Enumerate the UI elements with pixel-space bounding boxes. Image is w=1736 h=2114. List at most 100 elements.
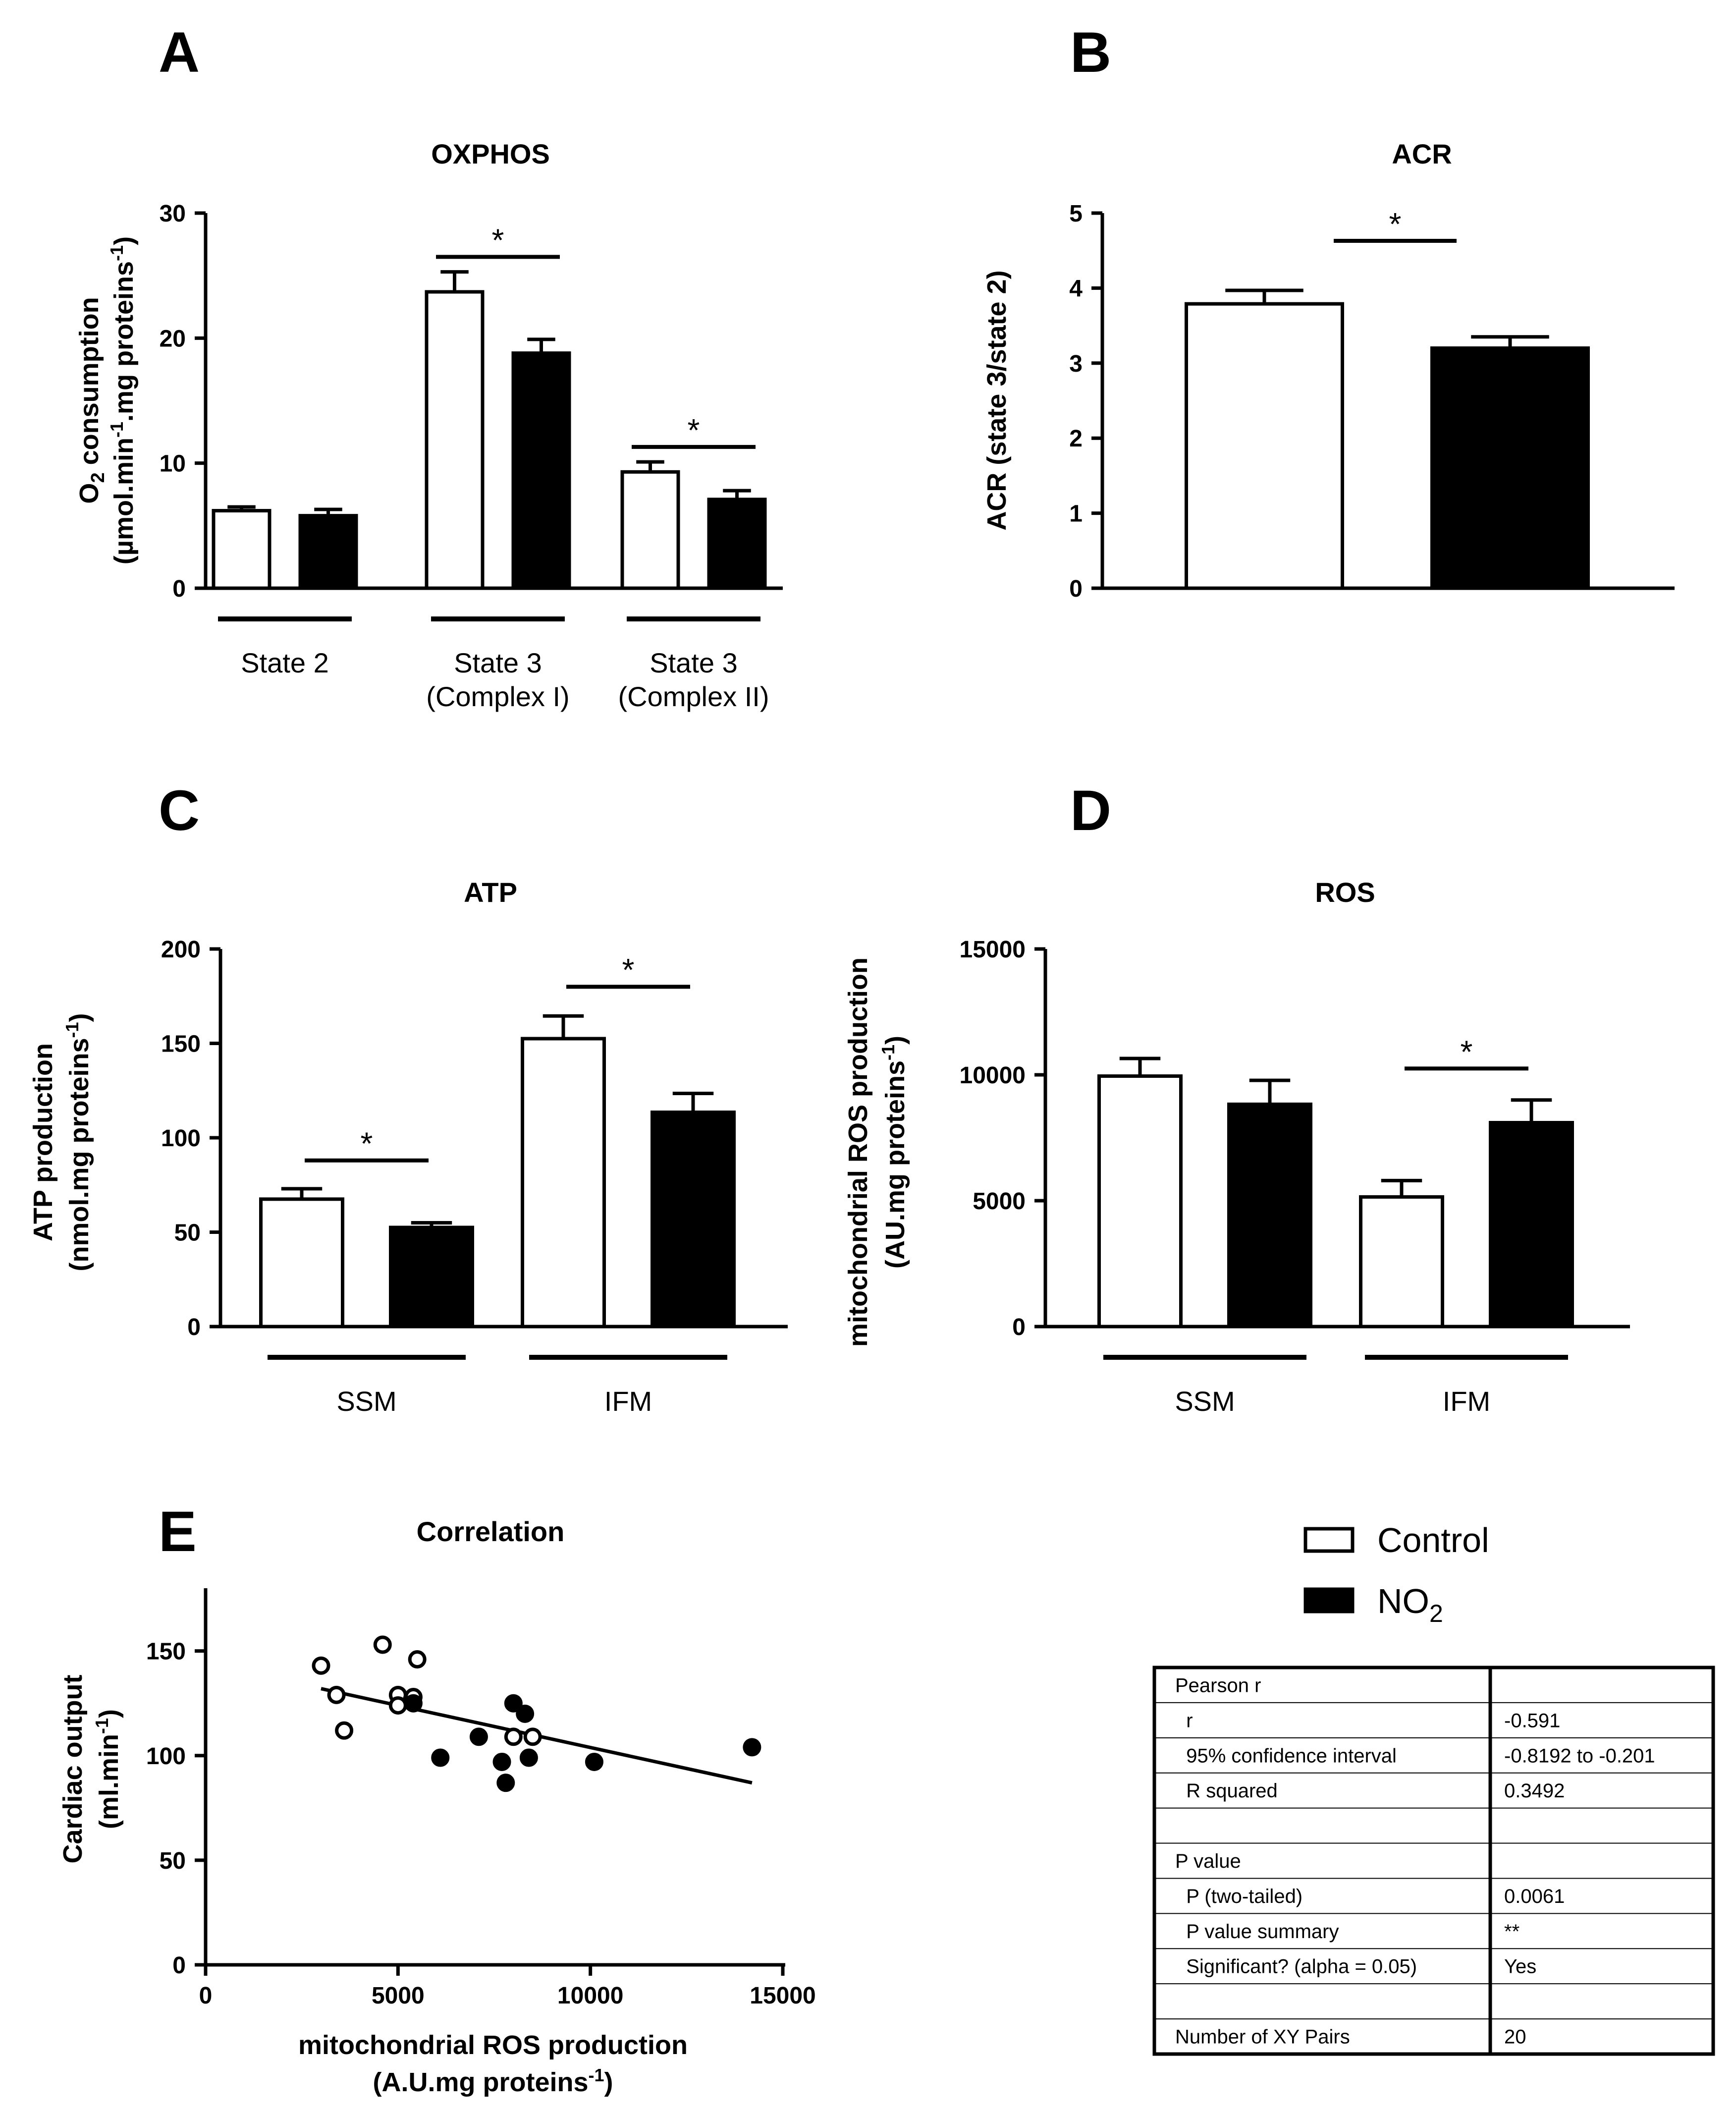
y-tick-label-e: 150 <box>146 1639 186 1665</box>
scatter-point-control <box>523 1727 542 1746</box>
bar-no2-d-0 <box>1227 1102 1312 1329</box>
significance-star-a: * <box>688 412 700 448</box>
category-label-c: SSM <box>336 1386 396 1417</box>
scatter-point-no2 <box>585 1752 603 1771</box>
table-row-label: Pearson r <box>1175 1674 1261 1696</box>
category-label-a: State 3 <box>650 647 737 678</box>
stats-table <box>1152 1666 1715 2056</box>
chart-title-ros: ROS <box>1315 877 1375 908</box>
panel-label-d: D <box>1070 779 1111 842</box>
category-label-a: (Complex II) <box>618 681 769 712</box>
y-tick-label-a: 30 <box>160 201 186 227</box>
legend-swatch-no2 <box>1303 1587 1355 1613</box>
y-tick-label-c: 100 <box>161 1125 201 1152</box>
bar-no2-a-2 <box>707 498 767 590</box>
y-tick-label-c: 0 <box>187 1314 201 1340</box>
table-row-label: R squared <box>1175 1780 1278 1802</box>
significance-star-c: * <box>361 1126 373 1162</box>
scatter-point-control <box>388 1696 407 1715</box>
bar-control-a-2 <box>620 470 680 590</box>
bar-no2-b <box>1430 346 1590 590</box>
table-row-label: P value <box>1175 1850 1241 1872</box>
scatter-point-control <box>408 1650 427 1669</box>
category-label-a: (Complex I) <box>426 681 569 712</box>
table-row-value: -0.8192 to -0.201 <box>1504 1745 1655 1767</box>
y-tick-label-e: 0 <box>172 1952 186 1979</box>
y-axis-label-c-units: (nmol.mg proteins-1) <box>62 1013 94 1272</box>
bar-control-c-0 <box>259 1197 344 1329</box>
stats-table-rows: Pearson r r -0.591 95% confidence interva… <box>1154 1674 1713 2048</box>
significance-star-c: * <box>622 952 635 988</box>
bar-control-d-0 <box>1097 1074 1183 1329</box>
panel-label-c: C <box>159 779 200 842</box>
chart-title-correlation: Correlation <box>417 1516 565 1547</box>
y-tick-label-b: 4 <box>1069 276 1083 302</box>
y-tick-label-b: 1 <box>1069 501 1083 527</box>
y-tick-label-a: 10 <box>160 451 186 477</box>
bar-control-a-1 <box>425 290 485 590</box>
scatter-point-control <box>335 1721 354 1740</box>
bar-no2-a-0 <box>298 514 358 590</box>
bar-no2-c-0 <box>389 1225 474 1329</box>
y-tick-label-e: 100 <box>146 1743 186 1770</box>
scatter-point-control <box>373 1635 392 1654</box>
scatter-point-no2 <box>404 1694 423 1713</box>
y-tick-label-b: 2 <box>1069 426 1083 452</box>
bar-control-c-1 <box>521 1037 606 1329</box>
x-axis-label-e-units: (A.U.mg proteins-1) <box>373 2065 613 2097</box>
category-label-d: SSM <box>1175 1386 1235 1417</box>
y-axis-label-a: O2 consumption <box>74 297 108 503</box>
category-label-d: IFM <box>1443 1386 1490 1417</box>
x-tick-label-e: 15000 <box>750 1983 815 2009</box>
y-tick-label-a: 0 <box>172 576 186 602</box>
table-row-value: 20 <box>1504 2026 1526 2048</box>
bar-no2-d-1 <box>1489 1121 1574 1329</box>
bar-control-a-0 <box>212 509 271 590</box>
legend-swatch-control <box>1303 1527 1355 1553</box>
x-tick-label-e: 5000 <box>372 1983 425 2009</box>
y-axis-label-e-units: (ml.min-1) <box>92 1709 124 1829</box>
table-row-label: P (two-tailed) <box>1175 1886 1302 1907</box>
significance-star-d: * <box>1461 1034 1473 1069</box>
bar-no2-c-1 <box>651 1111 736 1329</box>
y-tick-label-c: 150 <box>161 1031 201 1057</box>
y-axis-label-b: ACR (state 3/state 2) <box>982 270 1012 530</box>
legend-label-control: Control <box>1377 1521 1489 1559</box>
table-row-value: 0.0061 <box>1504 1886 1565 1907</box>
chart-title-oxphos: OXPHOS <box>431 138 550 169</box>
y-tick-label-d: 5000 <box>973 1188 1026 1215</box>
scatter-point-no2 <box>496 1774 515 1792</box>
table-row-label: Significant? (alpha = 0.05) <box>1175 1956 1417 1978</box>
scatter-point-no2 <box>431 1748 450 1767</box>
y-axis-label-a-units: (µmol.min-1.mg proteins-1) <box>107 236 139 564</box>
chart-title-acr: ACR <box>1392 138 1452 169</box>
bar-control-d-1 <box>1359 1195 1444 1329</box>
y-tick-label-c: 50 <box>174 1220 201 1246</box>
significance-star-a: * <box>492 222 504 258</box>
scatter-point-no2 <box>469 1727 488 1746</box>
category-label-a: State 3 <box>454 647 542 678</box>
y-axis-label-d-units: (AU.mg proteins-1) <box>878 1036 910 1269</box>
y-tick-label-d: 0 <box>1012 1314 1026 1340</box>
y-tick-label-c: 200 <box>161 937 201 963</box>
y-tick-label-a: 20 <box>160 326 186 352</box>
significance-star-b: * <box>1389 206 1402 242</box>
y-tick-label-e: 50 <box>160 1848 186 1874</box>
table-row-value: -0.591 <box>1504 1710 1560 1731</box>
panel-label-e: E <box>159 1500 197 1563</box>
category-label-a: State 2 <box>241 647 328 678</box>
y-tick-label-d: 10000 <box>960 1062 1026 1089</box>
scatter-point-control <box>504 1727 523 1746</box>
legend-label-no2: NO2 <box>1377 1582 1443 1627</box>
y-tick-label-b: 3 <box>1069 351 1083 377</box>
table-row-value: 0.3492 <box>1504 1780 1565 1802</box>
table-row-label: r <box>1175 1710 1193 1731</box>
scatter-point-control <box>327 1685 346 1704</box>
table-row-label: 95% confidence interval <box>1175 1745 1397 1767</box>
y-tick-label-d: 15000 <box>960 937 1026 963</box>
scatter-point-no2 <box>743 1738 761 1757</box>
panel-label-a: A <box>159 21 200 84</box>
x-tick-label-e: 0 <box>199 1983 213 2009</box>
